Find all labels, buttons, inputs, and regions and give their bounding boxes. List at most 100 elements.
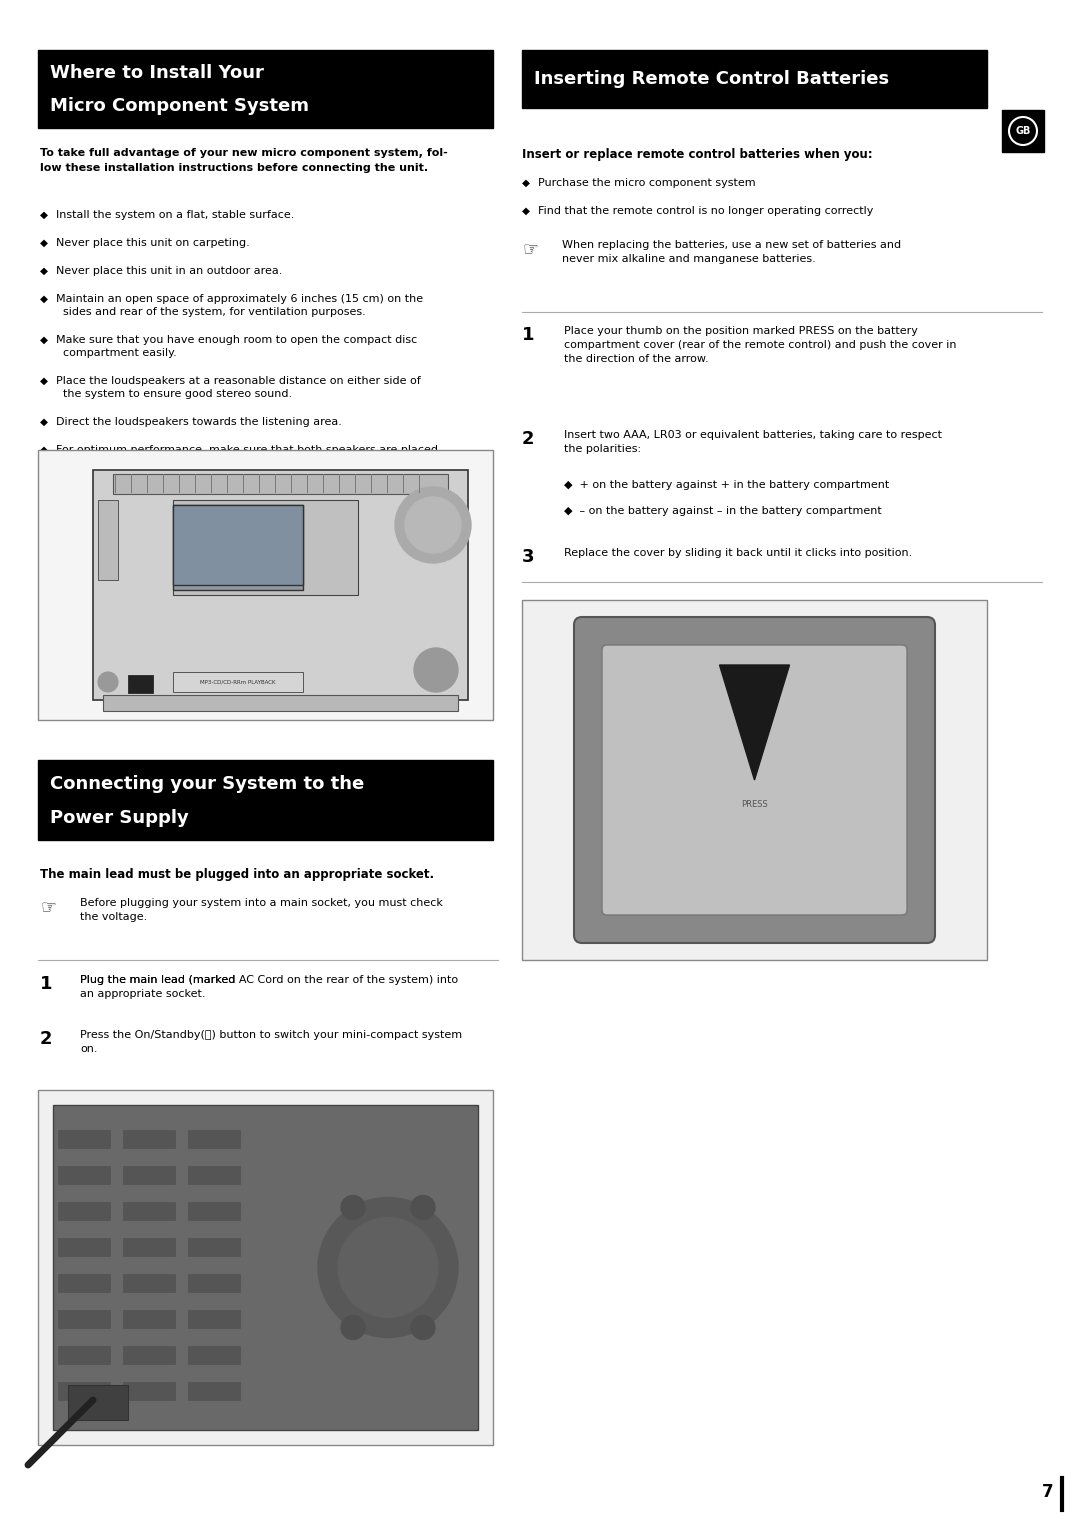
- Text: Maintain an open space of approximately 6 inches (15 cm) on the
  sides and rear: Maintain an open space of approximately …: [56, 293, 423, 318]
- Text: GB: GB: [1015, 125, 1030, 136]
- Bar: [522, 50, 987, 108]
- Bar: [58, 1131, 110, 1148]
- Bar: [188, 1346, 240, 1365]
- Circle shape: [405, 497, 461, 553]
- Text: MP3-CD/CD-RRm PLAYBACK: MP3-CD/CD-RRm PLAYBACK: [200, 680, 275, 685]
- Bar: [123, 1131, 175, 1148]
- Circle shape: [414, 648, 458, 692]
- Circle shape: [318, 1198, 458, 1337]
- Text: 1: 1: [522, 325, 535, 344]
- Text: Inserting Remote Control Batteries: Inserting Remote Control Batteries: [534, 70, 889, 89]
- Bar: [173, 672, 303, 692]
- Text: To take full advantage of your new micro component system, fol-
low these instal: To take full advantage of your new micro…: [40, 148, 448, 173]
- Bar: [93, 471, 468, 700]
- Text: Connecting your System to the: Connecting your System to the: [50, 775, 364, 793]
- Text: Purchase the micro component system: Purchase the micro component system: [538, 177, 756, 188]
- Text: ☞: ☞: [522, 240, 538, 258]
- Text: ◆: ◆: [40, 238, 48, 248]
- Text: Replace the cover by sliding it back until it clicks into position.: Replace the cover by sliding it back unt…: [564, 549, 913, 558]
- Text: ◆: ◆: [522, 206, 530, 215]
- Bar: [123, 1166, 175, 1184]
- Circle shape: [411, 1316, 435, 1340]
- Bar: [53, 1105, 478, 1430]
- Text: ◆: ◆: [40, 417, 48, 426]
- Bar: [98, 500, 118, 581]
- Bar: [188, 1238, 240, 1256]
- Circle shape: [411, 1195, 435, 1219]
- Text: ◆  – on the battery against – in the battery compartment: ◆ – on the battery against – in the batt…: [564, 506, 881, 516]
- Text: 1: 1: [40, 975, 53, 993]
- Bar: [123, 1274, 175, 1293]
- Text: Find that the remote control is no longer operating correctly: Find that the remote control is no longe…: [538, 206, 874, 215]
- Circle shape: [341, 1195, 365, 1219]
- Text: 7: 7: [1042, 1484, 1054, 1500]
- Bar: [58, 1203, 110, 1219]
- Text: Place the loudspeakers at a reasonable distance on either side of
  the system t: Place the loudspeakers at a reasonable d…: [56, 376, 421, 399]
- Text: Insert or replace remote control batteries when you:: Insert or replace remote control batteri…: [522, 148, 873, 160]
- Text: Never place this unit on carpeting.: Never place this unit on carpeting.: [56, 238, 249, 248]
- Text: ◆: ◆: [40, 293, 48, 304]
- Text: Where to Install Your: Where to Install Your: [50, 64, 264, 83]
- Bar: [38, 759, 492, 840]
- Text: For optimum performance, make sure that both speakers are placed
  at an equal d: For optimum performance, make sure that …: [56, 445, 438, 468]
- Bar: [129, 675, 153, 694]
- Bar: [58, 1309, 110, 1328]
- Bar: [113, 474, 448, 494]
- Bar: [58, 1238, 110, 1256]
- Text: Before plugging your system into a main socket, you must check
the voltage.: Before plugging your system into a main …: [80, 898, 443, 921]
- Circle shape: [338, 1218, 438, 1317]
- Bar: [58, 1381, 110, 1400]
- Text: PRESS: PRESS: [741, 801, 768, 808]
- Bar: [38, 50, 492, 128]
- Text: Press the On/Standby(ⓘ) button to switch your mini-compact system
on.: Press the On/Standby(ⓘ) button to switch…: [80, 1030, 462, 1054]
- Text: ◆: ◆: [40, 445, 48, 455]
- Bar: [188, 1274, 240, 1293]
- Bar: [1002, 110, 1044, 151]
- Polygon shape: [719, 665, 789, 779]
- FancyBboxPatch shape: [602, 645, 907, 915]
- Text: Micro Component System: Micro Component System: [50, 98, 309, 115]
- Text: ◆: ◆: [40, 209, 48, 220]
- Text: The main lead must be plugged into an appropriate socket.: The main lead must be plugged into an ap…: [40, 868, 434, 882]
- Circle shape: [98, 672, 118, 692]
- Text: ◆: ◆: [40, 335, 48, 345]
- Text: 2: 2: [522, 429, 535, 448]
- Bar: [38, 451, 492, 720]
- Text: Place your thumb on the position marked PRESS on the battery
compartment cover (: Place your thumb on the position marked …: [564, 325, 957, 364]
- Text: ◆: ◆: [40, 266, 48, 277]
- FancyBboxPatch shape: [573, 617, 935, 943]
- Text: Insert two AAA, LR03 or equivalent batteries, taking care to respect
the polarit: Insert two AAA, LR03 or equivalent batte…: [564, 429, 942, 454]
- Bar: [123, 1346, 175, 1365]
- Text: Install the system on a flat, stable surface.: Install the system on a flat, stable sur…: [56, 209, 295, 220]
- Text: 3: 3: [522, 549, 535, 565]
- Bar: [188, 1131, 240, 1148]
- Bar: [123, 1309, 175, 1328]
- Text: 2: 2: [40, 1030, 53, 1048]
- Bar: [68, 1384, 129, 1420]
- Bar: [58, 1274, 110, 1293]
- Bar: [123, 1381, 175, 1400]
- Bar: [173, 504, 303, 590]
- Text: When replacing the batteries, use a new set of batteries and
never mix alkaline : When replacing the batteries, use a new …: [562, 240, 901, 264]
- Text: ◆: ◆: [522, 177, 530, 188]
- Text: Make sure that you have enough room to open the compact disc
  compartment easil: Make sure that you have enough room to o…: [56, 335, 417, 358]
- Text: ☞: ☞: [40, 898, 56, 915]
- Bar: [522, 601, 987, 960]
- Bar: [188, 1203, 240, 1219]
- Text: ◆: ◆: [40, 376, 48, 387]
- Bar: [173, 504, 303, 585]
- Bar: [188, 1166, 240, 1184]
- Bar: [123, 1238, 175, 1256]
- Text: Never place this unit in an outdoor area.: Never place this unit in an outdoor area…: [56, 266, 282, 277]
- Bar: [58, 1346, 110, 1365]
- Bar: [123, 1203, 175, 1219]
- Text: Direct the loudspeakers towards the listening area.: Direct the loudspeakers towards the list…: [56, 417, 342, 426]
- Bar: [38, 1089, 492, 1445]
- Text: ◆  + on the battery against + in the battery compartment: ◆ + on the battery against + in the batt…: [564, 480, 889, 490]
- Text: Power Supply: Power Supply: [50, 808, 189, 827]
- Text: Plug the main lead (marked AC Cord on the rear of the system) into
an appropriat: Plug the main lead (marked AC Cord on th…: [80, 975, 458, 999]
- Circle shape: [341, 1316, 365, 1340]
- Bar: [103, 695, 458, 711]
- Bar: [188, 1309, 240, 1328]
- Bar: [188, 1381, 240, 1400]
